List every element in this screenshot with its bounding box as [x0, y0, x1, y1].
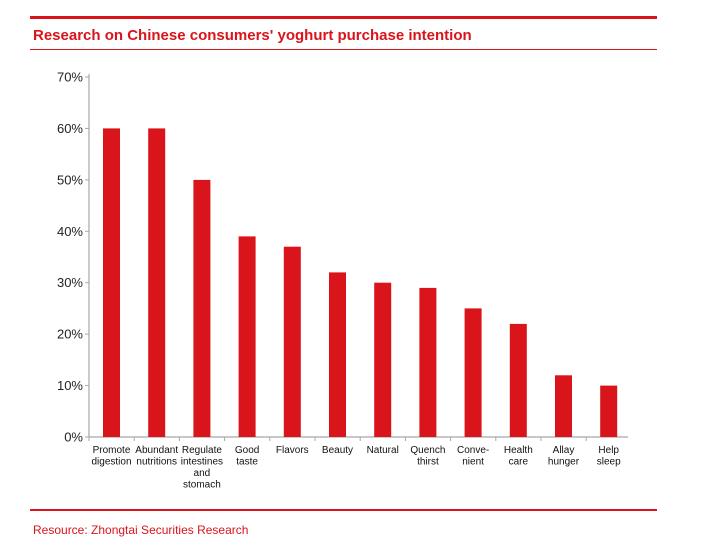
- category-label-line: Health: [504, 445, 533, 456]
- source-note: Resource: Zhongtai Securities Research: [33, 523, 249, 537]
- bar: [103, 128, 120, 437]
- category-label: Abundant nutritions: [135, 445, 178, 468]
- chart-axes: 0% 10% 20% 30% 40% 50% 60% 70%: [57, 70, 628, 445]
- bar: [464, 308, 482, 437]
- category-label: Good taste: [235, 445, 259, 468]
- category-label-line: hunger: [548, 457, 580, 468]
- category-label-line: Regulate: [182, 445, 222, 456]
- y-tick-label: 40%: [57, 224, 83, 239]
- category-label-line: taste: [236, 457, 258, 468]
- y-tick-label: 10%: [57, 378, 83, 393]
- category-label: Beauty: [322, 445, 353, 456]
- bar: [283, 246, 301, 437]
- y-tick-label: 0%: [64, 430, 83, 445]
- bar: [148, 128, 166, 437]
- bar: [509, 323, 527, 437]
- y-tick-label: 70%: [57, 70, 83, 85]
- category-label-line: Natural: [367, 445, 399, 456]
- y-tick-label: 60%: [57, 121, 83, 136]
- category-label-line: Abundant: [135, 445, 178, 456]
- bar: [193, 179, 211, 437]
- category-label: Regulate intestines and stomach: [181, 445, 223, 491]
- category-label-line: digestion: [91, 457, 131, 468]
- bar: [600, 385, 618, 437]
- category-label-line: and: [194, 468, 211, 479]
- category-label-line: Allay: [553, 445, 575, 456]
- category-label-line: sleep: [597, 457, 621, 468]
- chart-title: Research on Chinese consumers' yoghurt p…: [33, 27, 472, 44]
- category-label-line: Beauty: [322, 445, 353, 456]
- category-label-line: Conve-: [457, 445, 489, 456]
- category-label: Promote digestion: [91, 445, 131, 468]
- chart-bars: [103, 128, 618, 437]
- category-label-line: intestines: [181, 457, 223, 468]
- top-rule: [30, 16, 657, 19]
- y-tick-label: 50%: [57, 172, 83, 187]
- bar: [329, 272, 346, 437]
- category-label-line: Quench: [410, 445, 445, 456]
- category-label: Help sleep: [597, 445, 621, 468]
- y-tick-label: 30%: [57, 275, 83, 290]
- category-label: Flavors: [276, 445, 309, 456]
- category-label-line: Promote: [93, 445, 131, 456]
- category-label-line: stomach: [183, 480, 221, 491]
- category-label-line: Help: [598, 445, 619, 456]
- title-rule: [30, 49, 657, 50]
- category-label-line: Good: [235, 445, 259, 456]
- bottom-rule: [30, 509, 657, 511]
- bar: [374, 282, 392, 437]
- category-label: Quench thirst: [410, 445, 445, 468]
- category-label-line: care: [509, 457, 529, 468]
- category-label: Health care: [504, 445, 533, 468]
- category-label: Natural: [367, 445, 399, 456]
- bar-chart: 0% 10% 20% 30% 40% 50% 60% 70% Promote digestion…: [57, 70, 628, 491]
- category-label-line: nient: [462, 457, 484, 468]
- bar: [238, 236, 256, 437]
- y-tick-label: 20%: [57, 327, 83, 342]
- category-label: Allay hunger: [548, 445, 580, 468]
- category-label-line: Flavors: [276, 445, 309, 456]
- category-label-line: thirst: [417, 457, 439, 468]
- category-label-line: nutritions: [136, 457, 177, 468]
- bar: [555, 375, 572, 437]
- bar: [419, 287, 437, 437]
- category-label: Conve-nient: [457, 445, 489, 468]
